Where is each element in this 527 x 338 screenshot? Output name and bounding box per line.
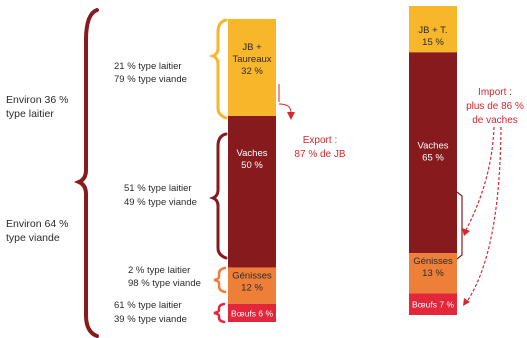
bar-label-jb: 32 % [241, 66, 263, 77]
svg-text:2 % type laitier: 2 % type laitier [128, 265, 190, 276]
bar-segment-boeufs [228, 303, 276, 322]
bar-label-boeufs: Bœufs 7 % [412, 300, 454, 310]
export-label: Export : 87 % de JB [294, 135, 345, 160]
summary-dairy-label: Environ 36 % type laitier [6, 94, 68, 120]
bar-label-genisses: 12 % [241, 282, 263, 293]
type-label-jb: 21 % type laitier 79 % type viande [114, 61, 187, 85]
export-arrowhead [287, 112, 295, 120]
import-arrowhead-vaches [462, 228, 470, 236]
bar-segment-jb [228, 19, 276, 116]
brace-genisses [213, 266, 227, 294]
svg-text:79 % type viande: 79 % type viande [114, 74, 187, 85]
export-connector [278, 84, 292, 115]
bar-label-boeufs: Bœufs 6 % [231, 308, 273, 318]
bar-label-jb: Taureaux [232, 54, 271, 65]
brace-boeufs [213, 302, 226, 324]
svg-text:type laitier: type laitier [6, 108, 54, 120]
svg-text:49 % type viande: 49 % type viande [124, 197, 197, 208]
svg-text:21 % type laitier: 21 % type laitier [114, 61, 182, 72]
svg-text:type viande: type viande [6, 232, 60, 244]
svg-text:61 % type laitier: 61 % type laitier [114, 300, 182, 311]
bar-label-jb: JB + T. [418, 25, 447, 36]
svg-text:Import :: Import : [478, 87, 512, 98]
overall-brace [73, 8, 99, 338]
bar-label-vaches: Vaches [418, 140, 449, 151]
bar-label-genisses: 13 % [422, 268, 444, 279]
bar-label-vaches: Vaches [237, 148, 268, 159]
type-label-vaches: 51 % type laitier 49 % type viande [124, 183, 197, 208]
bar-label-genisses: Génisses [413, 256, 453, 267]
import-arrow-boeufs [467, 126, 502, 301]
import-label: Import : plus de 86 % de vaches [466, 87, 524, 126]
import-arrow-vaches [465, 126, 495, 231]
brace-jb [208, 18, 228, 120]
bar-label-vaches: 65 % [422, 152, 444, 163]
svg-text:98 % type viande: 98 % type viande [128, 278, 201, 289]
type-label-genisses: 2 % type laitier 98 % type viande [128, 265, 201, 289]
bar-label-genisses: Génisses [232, 270, 272, 281]
bar-label-jb: 15 % [422, 37, 444, 48]
import-bracket [456, 191, 463, 260]
bar-segment-jb [409, 6, 457, 53]
import-arrowhead-boeufs [463, 298, 470, 306]
bar-label-jb: JB + [242, 42, 262, 53]
bar-segment-genisses [228, 267, 276, 304]
svg-text:de vaches: de vaches [472, 115, 518, 126]
svg-text:Export :: Export : [303, 135, 337, 146]
bar-segment-genisses [409, 253, 457, 294]
svg-text:51 % type laitier: 51 % type laitier [124, 183, 192, 194]
svg-text:plus de 86 %: plus de 86 % [466, 101, 524, 112]
type-label-boeufs: 61 % type laitier 39 % type viande [114, 300, 187, 325]
bar-segment-vaches [228, 115, 276, 268]
svg-text:Environ 36 %: Environ 36 % [6, 94, 68, 106]
svg-text:Environ 64 %: Environ 64 % [6, 218, 68, 230]
bar-segment-vaches [409, 52, 457, 254]
bar-segment-boeufs [409, 293, 457, 315]
summary-meat-label: Environ 64 % type viande [6, 218, 68, 244]
bar-label-vaches: 50 % [241, 160, 263, 171]
brace-vaches [208, 132, 228, 260]
svg-text:87 % de JB: 87 % de JB [294, 149, 345, 160]
svg-text:39 % type viande: 39 % type viande [114, 314, 187, 325]
